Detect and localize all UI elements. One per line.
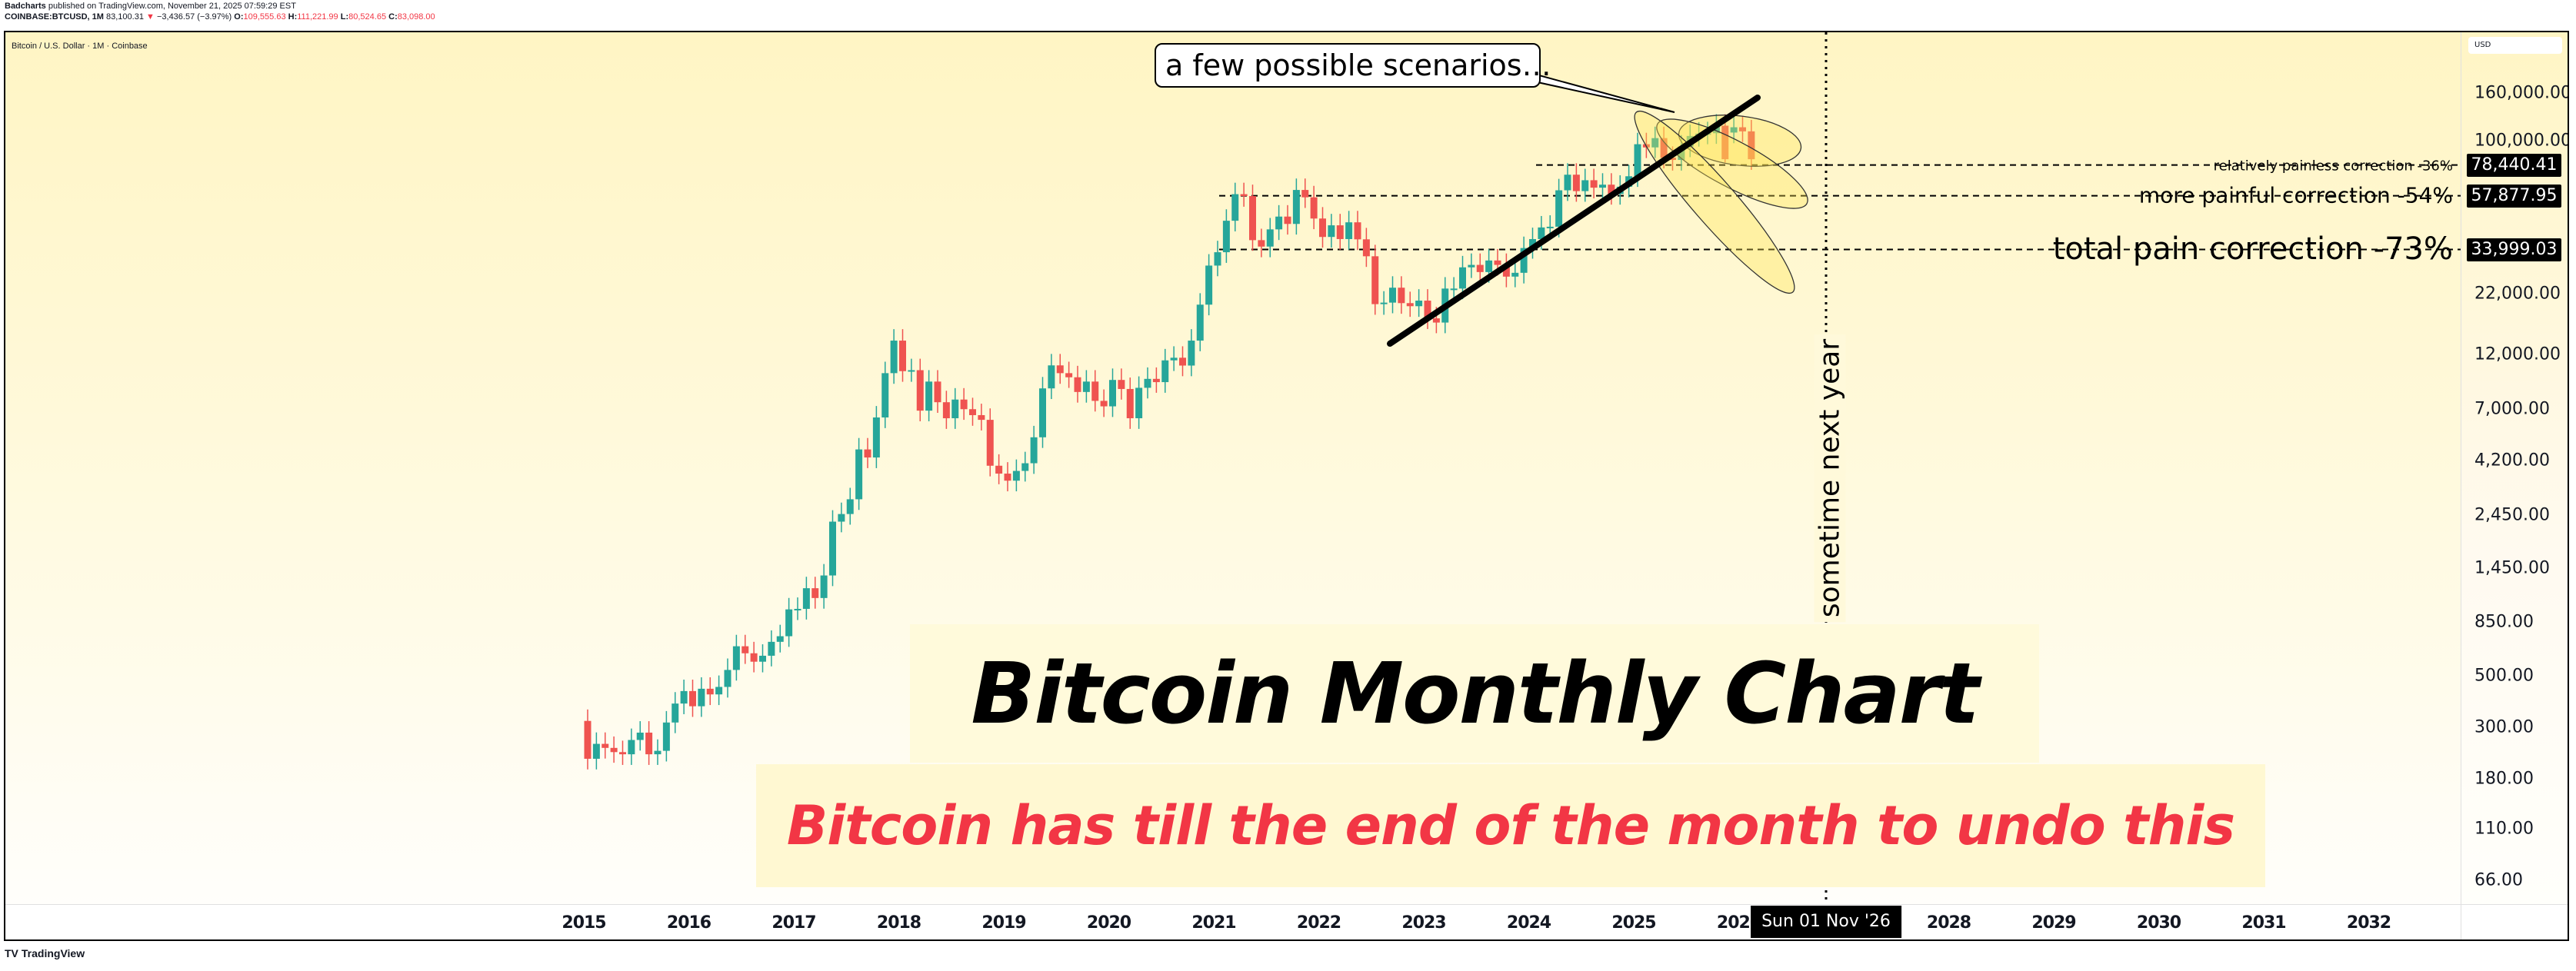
price-tick: 2,450.00 [2474,505,2550,525]
vertical-note: sometime next year [1814,334,1846,623]
price-tick: 500.00 [2474,666,2534,686]
symbol-title: Bitcoin / U.S. Dollar · 1M · Coinbase [12,42,148,51]
time-tick: 2028 [1926,913,1971,933]
time-tick: 2022 [1296,913,1341,933]
symbol: COINBASE:BTCUSD, 1M [5,12,104,22]
time-tick: 2015 [562,913,606,933]
high-value: 111,221.99 [297,12,338,22]
close-value: 83,098.00 [397,12,435,22]
tradingview-footer[interactable]: TV TradingView [5,947,85,959]
time-tick: 2017 [771,913,816,933]
chart-frame: Bitcoin / U.S. Dollar · 1M · Coinbase US… [4,31,2569,941]
time-tick: 2023 [1401,913,1446,933]
time-tick: 2025 [1611,913,1656,933]
title-banner: Bitcoin Monthly Chart [910,624,2039,763]
ohlc-legend: COINBASE:BTCUSD, 1M 83,100.31 ▼ −3,436.5… [5,12,435,22]
time-tick: 2021 [1191,913,1236,933]
down-arrow-icon: ▼ [146,12,155,22]
tradingview-logo-icon: TV [5,947,18,959]
time-tick: 2020 [1086,913,1131,933]
price-change: −3,436.57 (−3.97%) [156,12,232,22]
time-tick: 2024 [1506,913,1551,933]
chart-headline: Bitcoin Monthly Chart [971,644,1979,743]
time-tick: 2019 [981,913,1026,933]
time-tick: 2029 [2031,913,2076,933]
price-tick: 300.00 [2474,717,2534,737]
publish-info: Badcharts published on TradingView.com, … [5,2,296,11]
candlestick-chart[interactable] [5,32,2568,939]
price-level-badge: 33,999.03 [2467,238,2561,261]
price-axis[interactable] [2461,32,2568,904]
price-tick: 160,000.00 [2474,83,2569,103]
time-tick: 2032 [2346,913,2391,933]
time-tick: 2030 [2136,913,2181,933]
subtitle-banner: Bitcoin has till the end of the month to… [756,764,2265,887]
price-tick: 7,000.00 [2474,399,2550,419]
price-tick: 1,450.00 [2474,558,2550,578]
low-value: 80,524.65 [348,12,387,22]
last-price: 83,100.31 [106,12,144,22]
time-axis[interactable] [5,904,2568,939]
price-tick: 12,000.00 [2474,344,2561,364]
callout-scenarios[interactable]: a few possible scenarios… [1155,43,1551,88]
time-tick: 2031 [2241,913,2286,933]
open-value: 109,555.63 [243,12,286,22]
author-name[interactable]: Badcharts [5,2,46,11]
price-level-badge: 78,440.41 [2467,153,2561,177]
currency-selector[interactable]: USD [2468,37,2562,54]
price-tick: 100,000.00 [2474,131,2569,151]
time-tick: 2016 [666,913,711,933]
price-tick: 110.00 [2474,819,2534,839]
price-tick: 66.00 [2474,870,2523,890]
price-tick: 850.00 [2474,612,2534,632]
price-tick: 180.00 [2474,769,2534,789]
trendline [1387,95,1761,347]
time-tick: 2018 [876,913,921,933]
price-tick: 4,200.00 [2474,451,2550,471]
price-level-badge: 57,877.95 [2467,184,2561,208]
price-tick: 22,000.00 [2474,284,2561,304]
crosshair-date-badge: Sun 01 Nov '26 [1751,906,1901,938]
chart-subheadline: Bitcoin has till the end of the month to… [786,794,2235,857]
